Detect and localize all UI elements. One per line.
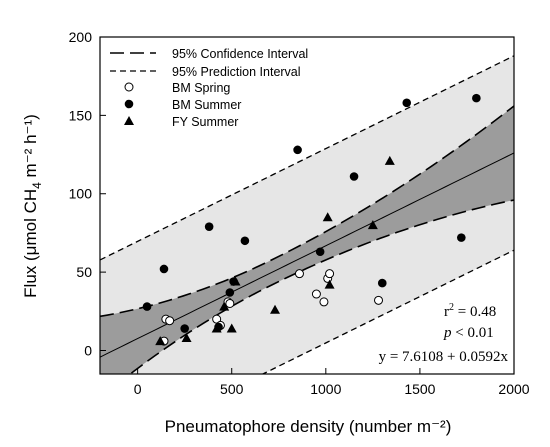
fy-summer-point [322,212,333,222]
plot-frame [99,36,515,375]
r-squared-text: r2 = 0.48 [444,302,496,320]
bm-spring-point [325,269,335,279]
fy-summer-point [324,279,335,289]
bm-summer-point [240,236,250,246]
r-squared-r: r [444,304,449,320]
fy-summer-point [226,323,237,333]
legend-fy-summer-label: FY Summer [172,115,238,129]
bm-summer-point [472,93,481,103]
p-value-p: p [443,325,452,341]
fy-summer-point [211,323,222,333]
regression-equation: y = 7.6108 + 0.0592x [379,349,509,365]
fy-summer-point [367,220,378,230]
bm-summer-point [142,302,152,311]
confidence-band [100,105,514,374]
interval-bands [100,55,514,374]
x-axis-title: Pneumatophore density (number m⁻²) [165,417,452,436]
y-tick-label: 200 [69,29,93,45]
r-squared-superscript: 2 [449,302,454,313]
fy-summer-point [230,276,241,286]
y-tick-label: 100 [69,186,93,202]
x-tick-label: 2000 [498,381,529,397]
confidence-upper-line [100,105,514,318]
legend-bm-summer-marker [124,99,134,109]
fy-summer-point [155,336,166,346]
axis-ticks: 0 500 1000 1500 2000 0 50 100 150 200 [69,29,530,397]
bm-summer-point [315,247,325,257]
bm-summer-point [293,145,302,155]
bm-spring-point [165,316,175,326]
bm-summer-point [457,233,466,242]
y-axis-title-main: Flux (μmol CH [21,189,40,298]
bm-spring-point [311,289,321,299]
y-axis-title: Flux (μmol CH4 m⁻² h⁻¹) [21,114,44,298]
legend-pi-label: 95% Prediction Interval [172,65,301,79]
r-squared-value: = 0.48 [454,304,496,320]
y-tick-label: 50 [76,264,92,280]
bm-summer-point [349,172,359,181]
legend: 95% Confidence Interval 95% Prediction I… [110,47,308,129]
x-tick-label: 0 [134,381,142,397]
y-axis-title-subscript: 4 [30,182,44,189]
prediction-upper-line [100,55,514,261]
legend-bm-spring-label: BM Spring [172,81,230,95]
bm-spring-point [374,295,384,305]
x-tick-label: 1000 [310,381,341,397]
x-tick-label: 1500 [404,381,435,397]
stats-annotation: r2 = 0.48 p < 0.01 y = 7.6108 + 0.0592x [379,302,509,365]
bm-summer-point [180,324,189,333]
bm-summer-point [402,98,412,108]
fy-summer-point [181,332,192,342]
bm-summer-point [159,264,169,274]
legend-ci-label: 95% Confidence Interval [172,47,308,61]
legend-bm-summer-label: BM Summer [172,98,241,112]
bm-summer-point [204,222,214,231]
y-axis-title-rest: m⁻² h⁻¹) [21,114,40,182]
bm-summer-point [225,288,235,297]
fy-summer-point [219,301,230,311]
y-tick-label: 0 [84,342,92,358]
fy-summer-point [270,304,281,314]
legend-bm-spring-marker [124,82,134,92]
x-tick-label: 500 [220,381,244,397]
y-tick-label: 150 [69,107,93,123]
p-value-rest: < 0.01 [452,325,494,341]
confidence-lower-line [128,199,514,374]
bm-spring-point [225,298,235,308]
data-points [142,93,481,346]
legend-fy-summer-marker [124,116,134,125]
p-value-text: p < 0.01 [443,325,494,341]
prediction-lower-line [261,249,514,374]
bm-summer-point [377,278,387,288]
bm-spring-point [319,297,329,307]
bm-spring-point [294,269,304,279]
fy-summer-point [384,155,395,165]
